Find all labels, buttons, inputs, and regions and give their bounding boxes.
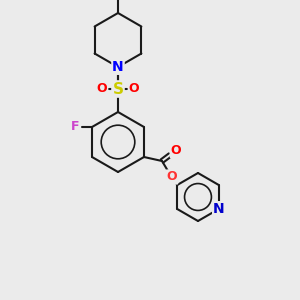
Text: O: O (129, 82, 139, 95)
Text: F: F (71, 121, 79, 134)
Text: N: N (112, 60, 124, 74)
Text: N: N (213, 202, 225, 216)
Text: S: S (112, 82, 124, 97)
Text: O: O (97, 82, 107, 95)
Text: O: O (167, 170, 177, 184)
Text: O: O (171, 145, 181, 158)
Text: S: S (112, 82, 124, 97)
Text: O: O (167, 170, 177, 184)
